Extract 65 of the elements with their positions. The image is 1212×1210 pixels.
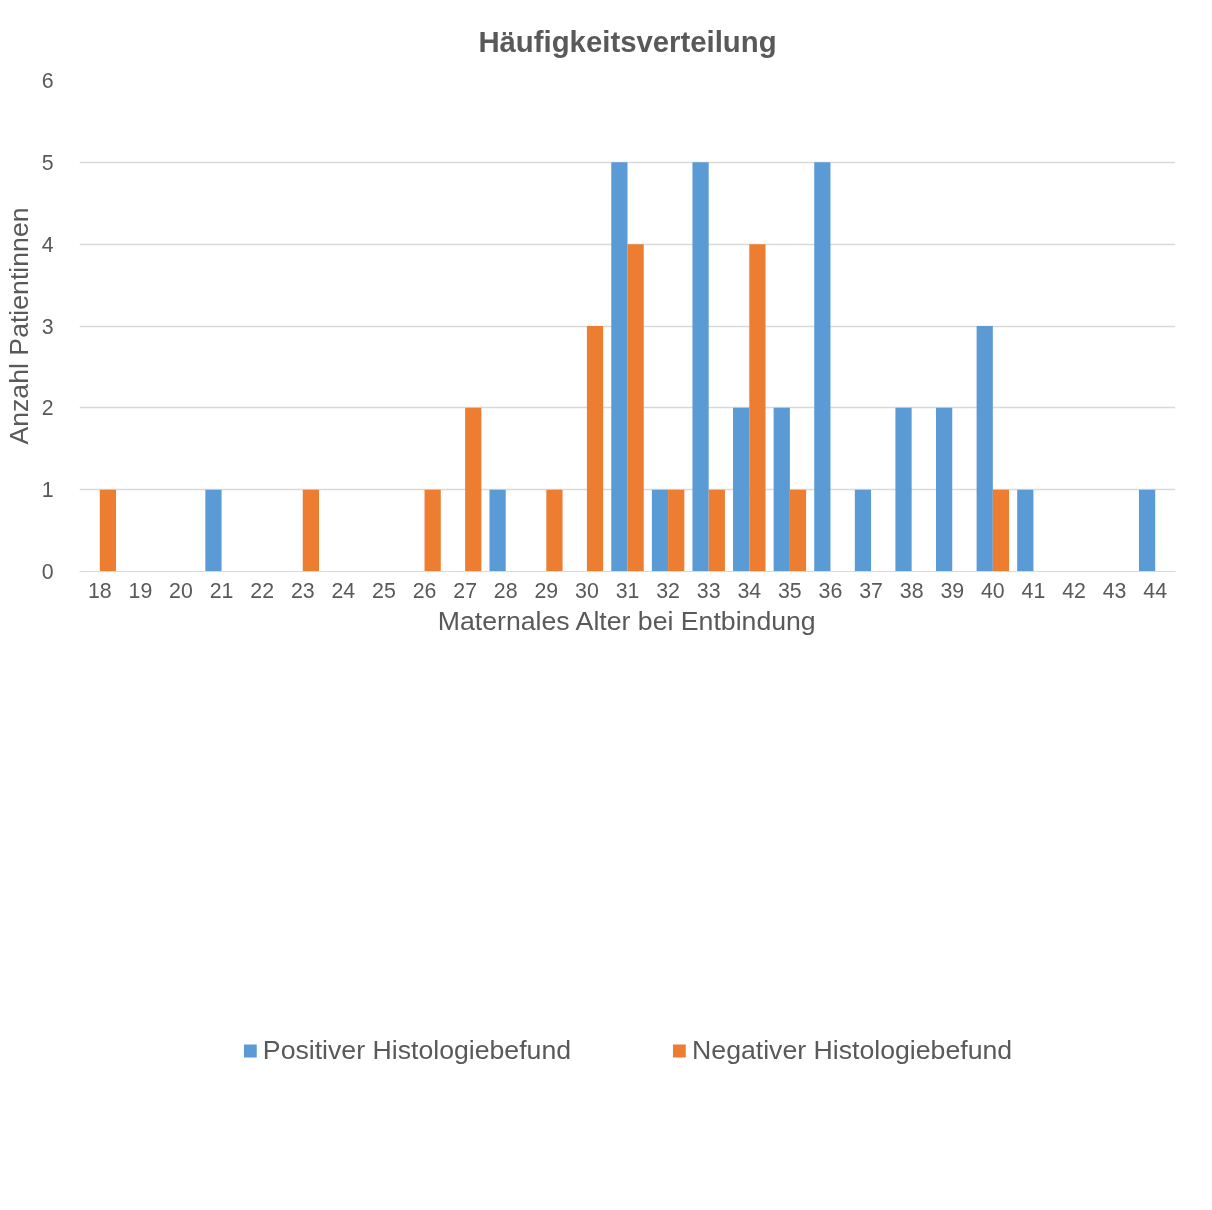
bar <box>854 489 872 572</box>
y-tick-label: 6 <box>41 69 54 93</box>
x-tick-label: 34 <box>737 578 762 603</box>
bar <box>692 162 709 572</box>
bar <box>733 407 750 572</box>
x-tick-label: 29 <box>534 578 559 603</box>
x-tick-label: 42 <box>1062 578 1086 603</box>
bar <box>627 244 644 572</box>
x-tick-label: 23 <box>290 578 315 603</box>
x-tick-label: 21 <box>209 578 234 603</box>
bar <box>789 489 807 572</box>
x-tick-label: 43 <box>1102 578 1127 603</box>
bar <box>302 489 319 572</box>
bar <box>773 407 790 572</box>
bar <box>814 162 831 572</box>
x-tick-label: 25 <box>372 578 396 603</box>
bar <box>205 489 222 572</box>
bar <box>424 489 441 572</box>
x-tick-label: 24 <box>331 578 356 603</box>
x-tick-label: 22 <box>250 578 275 603</box>
x-tick-label: 44 <box>1143 578 1168 603</box>
chart-title: Häufigkeitsverteilung <box>478 25 777 58</box>
bar <box>651 489 669 572</box>
y-tick-label: 4 <box>41 232 54 257</box>
y-tick-label: 2 <box>41 396 54 421</box>
x-tick-label: 35 <box>778 578 802 603</box>
x-tick-label: 33 <box>696 578 721 603</box>
y-tick-label: 0 <box>41 560 54 584</box>
x-tick-label: 32 <box>656 578 680 603</box>
y-axis-title: Anzahl Patientinnen <box>3 207 34 445</box>
x-axis-title: Maternales Alter bei Entbindung <box>437 605 816 636</box>
bar <box>1017 489 1034 572</box>
x-tick-label: 26 <box>412 578 437 603</box>
bar <box>992 489 1010 572</box>
x-tick-label: 20 <box>169 578 193 603</box>
legend-label: Negativer Histologiebefund <box>692 1034 1013 1066</box>
bar <box>708 489 725 572</box>
x-tick-label: 30 <box>575 578 599 603</box>
bar <box>668 489 685 572</box>
bar <box>1138 489 1156 572</box>
x-tick-label: 39 <box>940 578 965 603</box>
bar <box>611 162 628 572</box>
y-tick-label: 5 <box>41 150 54 175</box>
bar <box>586 326 604 572</box>
x-tick-label: 18 <box>87 578 112 603</box>
x-tick-label: 38 <box>899 578 924 603</box>
bar <box>895 407 912 572</box>
x-tick-label: 31 <box>615 578 640 603</box>
x-tick-label: 19 <box>128 578 153 603</box>
bar <box>489 489 506 572</box>
bar <box>465 407 482 572</box>
legend-label: Positiver Histologiebefund <box>262 1034 572 1066</box>
x-tick-label: 41 <box>1021 578 1046 603</box>
bar <box>936 407 953 572</box>
x-tick-label: 36 <box>818 578 843 603</box>
x-tick-label: 40 <box>980 578 1005 603</box>
x-tick-label: 28 <box>493 578 518 603</box>
y-tick-label: 3 <box>41 314 54 339</box>
bar <box>546 489 563 572</box>
bar <box>749 244 766 572</box>
bar <box>976 326 993 572</box>
x-tick-label: 27 <box>453 578 477 603</box>
y-tick-label: 1 <box>41 478 54 503</box>
bar <box>99 489 117 572</box>
x-tick-label: 37 <box>859 578 883 603</box>
